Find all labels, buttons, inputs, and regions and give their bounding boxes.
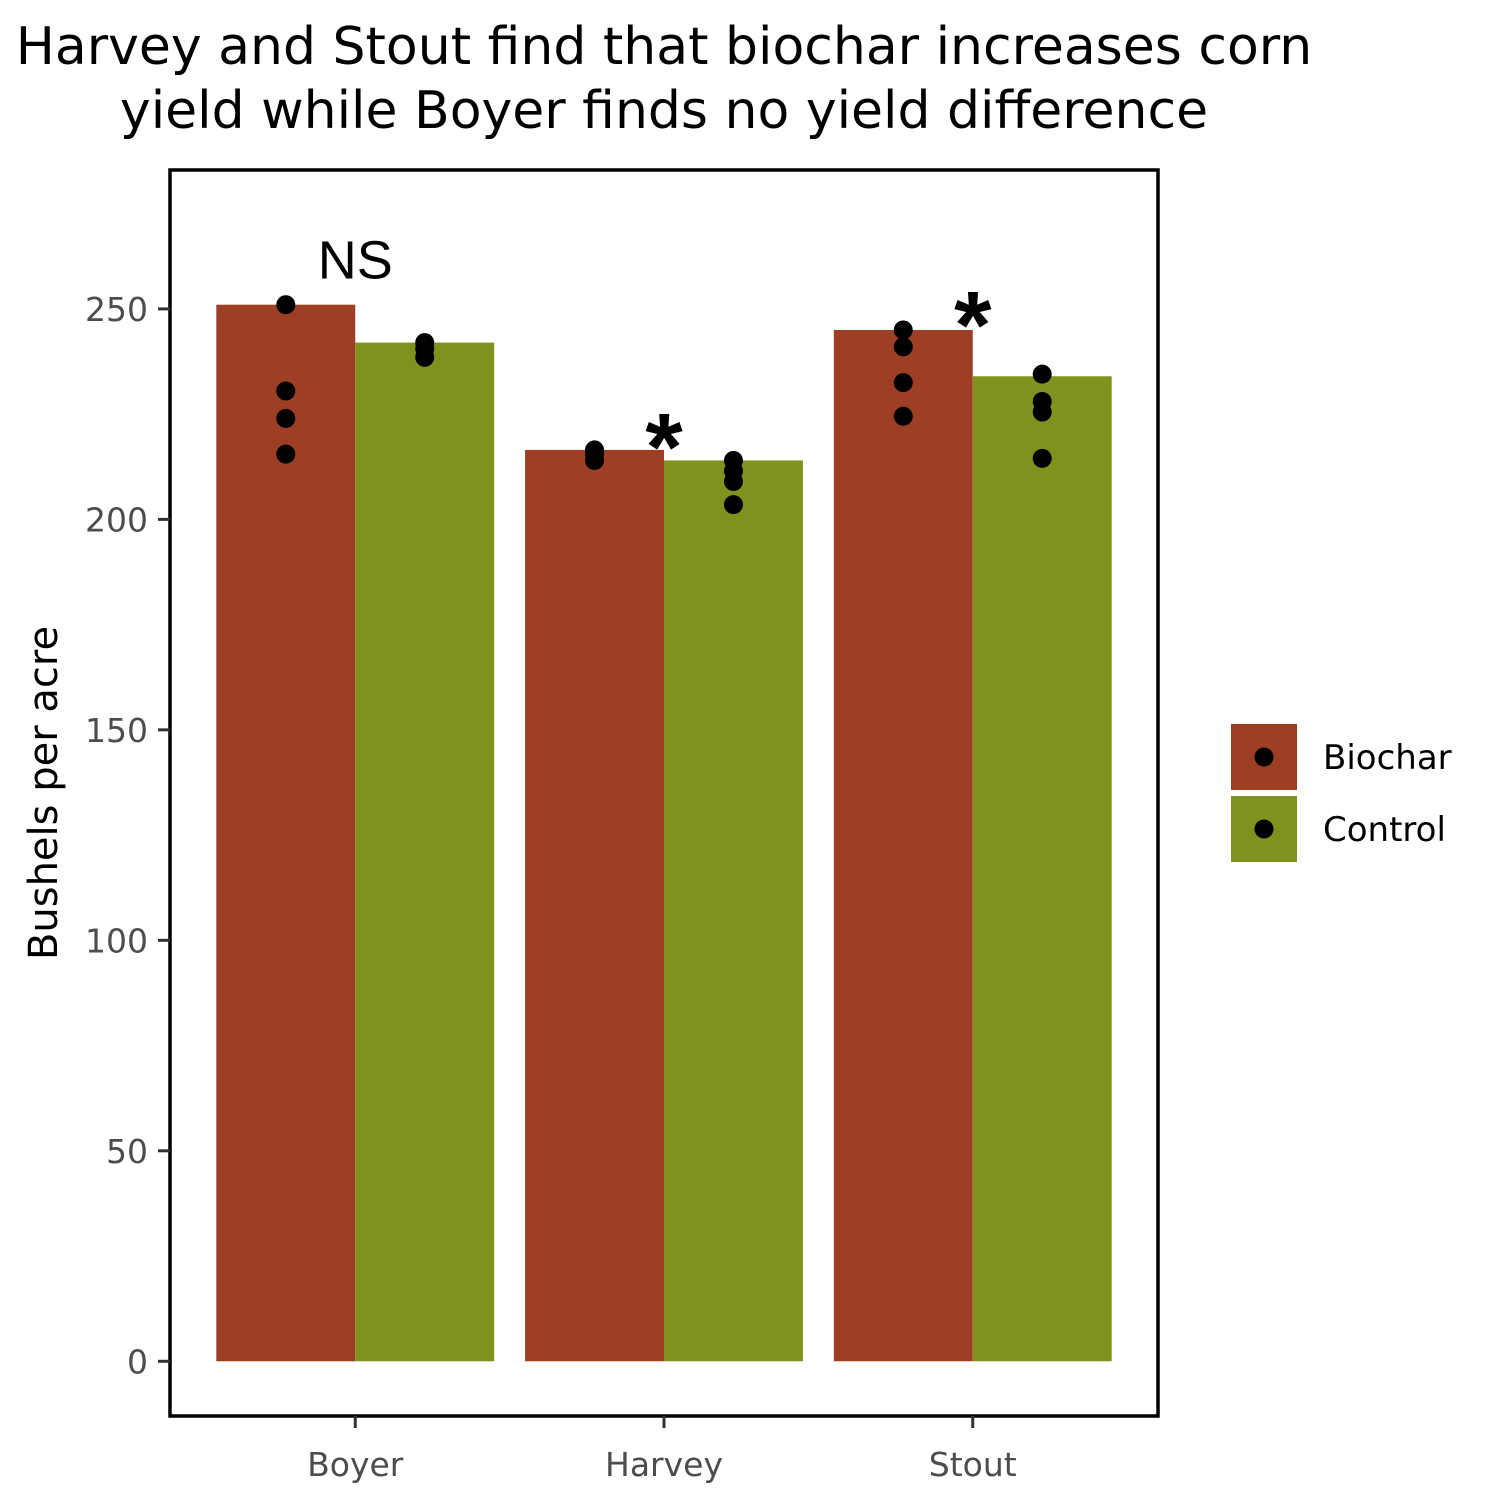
data-point	[893, 373, 913, 393]
chart-title: Harvey and Stout find that biochar incre…	[16, 17, 1312, 141]
data-point	[276, 295, 296, 315]
y-tick-label: 250	[85, 290, 148, 329]
data-point	[893, 337, 913, 357]
bars-layer	[216, 304, 1112, 1362]
data-point	[1032, 364, 1052, 384]
data-point	[893, 406, 913, 426]
bar-biochar-stout	[833, 329, 973, 1362]
significance-label: *	[645, 394, 683, 501]
significance-label: *	[954, 272, 992, 379]
y-tick-label: 200	[85, 500, 148, 539]
y-axis: 0 50 100 150 200 250	[85, 290, 170, 1381]
y-tick-label: 0	[127, 1342, 148, 1381]
y-tick-label: 50	[106, 1132, 148, 1171]
y-tick-label: 100	[85, 921, 148, 960]
significance-label: NS	[318, 230, 393, 290]
data-point	[1032, 402, 1052, 422]
legend: Biochar Control	[1231, 724, 1452, 862]
data-point	[893, 320, 913, 340]
data-point	[1032, 448, 1052, 468]
bar-biochar-boyer	[216, 304, 356, 1362]
x-axis: Boyer Harvey Stout	[307, 1416, 1017, 1484]
data-point	[276, 381, 296, 401]
bar-control-boyer	[355, 342, 495, 1362]
data-point	[276, 444, 296, 464]
x-tick-label: Boyer	[307, 1445, 404, 1484]
bar-biochar-harvey	[525, 449, 664, 1362]
y-axis-title: Bushels per acre	[21, 626, 67, 960]
data-point	[276, 408, 296, 428]
chart-title-line: Harvey and Stout find that biochar incre…	[16, 17, 1312, 77]
points-layer	[276, 295, 1052, 515]
x-tick-label: Stout	[929, 1445, 1017, 1484]
bar-control-stout	[972, 376, 1112, 1362]
legend-key-point	[1254, 819, 1274, 839]
bar-control-harvey	[664, 460, 803, 1362]
data-point	[723, 495, 743, 515]
data-point	[585, 450, 605, 470]
legend-key-point	[1254, 747, 1274, 767]
annotations-layer: NS * *	[318, 230, 992, 501]
x-tick-label: Harvey	[605, 1445, 723, 1484]
data-point	[723, 472, 743, 491]
chart-title-line: yield while Boyer finds no yield differe…	[120, 81, 1208, 141]
legend-label-control: Control	[1323, 810, 1446, 850]
y-tick-label: 150	[85, 711, 148, 750]
legend-label-biochar: Biochar	[1323, 738, 1452, 778]
data-point	[415, 347, 435, 367]
